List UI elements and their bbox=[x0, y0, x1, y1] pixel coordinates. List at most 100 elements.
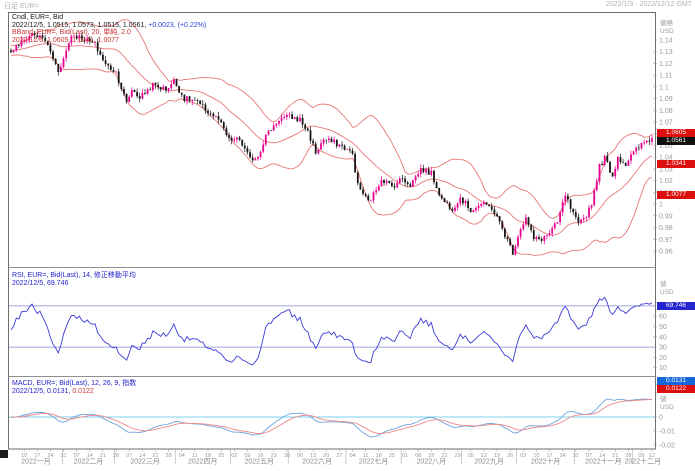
price-axis-title: 価格 bbox=[660, 20, 673, 27]
svg-text:1.08: 1.08 bbox=[659, 108, 673, 115]
svg-text:30: 30 bbox=[659, 345, 667, 352]
svg-text:20: 20 bbox=[659, 355, 667, 362]
svg-text:1: 1 bbox=[659, 202, 663, 209]
bollinger-lower-line bbox=[10, 54, 652, 256]
legend-rsi: RSI, EUR=, Bid(Last), 14, 修正移動平均 bbox=[12, 272, 136, 279]
svg-text:22: 22 bbox=[441, 453, 447, 459]
month-label: 2022四月 bbox=[188, 458, 218, 466]
svg-text:1.13: 1.13 bbox=[659, 49, 673, 56]
svg-text:40: 40 bbox=[659, 334, 667, 341]
svg-text:16: 16 bbox=[258, 453, 264, 459]
svg-text:14: 14 bbox=[599, 453, 605, 459]
svg-text:10: 10 bbox=[659, 365, 667, 372]
svg-text:14: 14 bbox=[139, 453, 145, 459]
legend-macd-signal-value: 0.0122 bbox=[72, 387, 94, 395]
month-label: 2022六月 bbox=[302, 457, 332, 466]
svg-text:29: 29 bbox=[455, 453, 461, 459]
month-label: 2022八月 bbox=[417, 458, 447, 466]
svg-text:1.07: 1.07 bbox=[659, 120, 673, 127]
svg-text:10: 10 bbox=[533, 453, 539, 459]
macd-study bbox=[9, 398, 655, 438]
legend-ohlc-values: 2022/12/5, 1.0515, 1.0573, 1.0515, 1.056… bbox=[12, 21, 147, 29]
svg-text:15: 15 bbox=[428, 453, 434, 459]
badge-macd-value: 0.0131 bbox=[657, 377, 695, 385]
svg-text:10: 10 bbox=[21, 453, 27, 459]
svg-text:0.99: 0.99 bbox=[659, 213, 673, 220]
svg-text:1.12: 1.12 bbox=[659, 61, 673, 68]
main-panel-legend[interactable]: Cndl, EUR=, Bid 2022/12/5, 1.0515, 1.057… bbox=[12, 14, 206, 44]
bollinger-upper-line bbox=[10, 19, 653, 219]
legend-ohlc: 2022/12/5, 1.0515, 1.0573, 1.0515, 1.056… bbox=[12, 22, 206, 30]
svg-text:1.09: 1.09 bbox=[659, 96, 673, 103]
legend-rsi-value: 2022/12/5, 69.746 bbox=[12, 279, 69, 287]
svg-text:13: 13 bbox=[310, 453, 316, 459]
macd-signal-line bbox=[11, 399, 652, 434]
svg-text:21: 21 bbox=[100, 453, 106, 459]
legend-bband-values: 2022/12/5, 1.0605, 1.0341, 1.0077 bbox=[12, 36, 120, 44]
rsi-axis-unit: USD bbox=[660, 289, 674, 296]
month-label: 2022三月 bbox=[130, 458, 160, 466]
svg-text:1.04: 1.04 bbox=[659, 155, 673, 162]
svg-text:21: 21 bbox=[152, 453, 158, 459]
svg-text:24: 24 bbox=[47, 453, 53, 459]
svg-text:31: 31 bbox=[60, 453, 66, 459]
svg-text:11: 11 bbox=[363, 453, 369, 459]
svg-text:25: 25 bbox=[218, 453, 224, 459]
svg-text:0.98: 0.98 bbox=[659, 225, 673, 232]
svg-text:07: 07 bbox=[74, 453, 80, 459]
svg-text:-0.02: -0.02 bbox=[659, 443, 675, 450]
legend-macd-values: 2022/12/5, 0.0131, 0.0122 bbox=[12, 388, 136, 396]
svg-text:12: 12 bbox=[481, 453, 487, 459]
svg-text:30: 30 bbox=[284, 453, 290, 459]
svg-text:50: 50 bbox=[659, 324, 667, 331]
svg-text:0.96: 0.96 bbox=[659, 248, 673, 255]
svg-text:18: 18 bbox=[376, 453, 382, 459]
svg-text:1.03: 1.03 bbox=[659, 166, 673, 173]
badge-bb-middle: 1.0341 bbox=[657, 160, 695, 168]
svg-text:28: 28 bbox=[166, 453, 172, 459]
svg-text:11: 11 bbox=[192, 453, 198, 459]
svg-text:1.11: 1.11 bbox=[659, 73, 672, 80]
macd-panel-legend[interactable]: MACD, EUR=, Bid(Last), 12, 26, 9, 指数 202… bbox=[12, 380, 136, 395]
rsi-axis-title: 値 bbox=[660, 281, 667, 288]
svg-text:19: 19 bbox=[494, 453, 500, 459]
rsi-line bbox=[10, 296, 653, 366]
legend-bband: BBand, EUR=, Bid(Last), 20, 単純, 2.0 bbox=[12, 29, 131, 37]
legend-change: +0.0023, (+0.22%) bbox=[148, 21, 207, 29]
chart-date-range: 2022/1/3 - 2022/12/12 GMT bbox=[606, 1, 692, 8]
macd-axis-unit: USD bbox=[660, 404, 674, 411]
svg-text:1.1: 1.1 bbox=[659, 84, 669, 91]
svg-text:09: 09 bbox=[244, 453, 250, 459]
svg-text:14: 14 bbox=[87, 453, 93, 459]
time-axis[interactable]: 10 17 24 31 07 14 21 28 07 14 21 28 04 11 18 25 02 09 16 23… bbox=[21, 449, 661, 466]
month-label: 2022七月 bbox=[359, 457, 389, 466]
svg-text:17: 17 bbox=[34, 453, 40, 459]
macd-axis-title: 値 bbox=[660, 396, 667, 403]
chart-frame-lines bbox=[8, 12, 656, 450]
month-label: 2022一月 bbox=[21, 458, 51, 466]
badge-macd-signal: 0.0122 bbox=[657, 385, 695, 393]
svg-text:03: 03 bbox=[520, 453, 526, 459]
month-label: 2022十二月 bbox=[625, 457, 662, 466]
svg-text:01: 01 bbox=[402, 453, 408, 459]
svg-text:07: 07 bbox=[586, 453, 592, 459]
axis-corner-handle[interactable] bbox=[0, 450, 8, 458]
svg-text:12: 12 bbox=[649, 453, 655, 459]
svg-text:24: 24 bbox=[560, 453, 566, 459]
rsi-study bbox=[9, 296, 655, 366]
rsi-panel-legend[interactable]: RSI, EUR=, Bid(Last), 14, 修正移動平均 2022/12… bbox=[12, 272, 136, 287]
svg-text:0.97: 0.97 bbox=[659, 237, 673, 244]
svg-text:05: 05 bbox=[468, 453, 474, 459]
svg-text:04: 04 bbox=[349, 453, 355, 459]
svg-text:25: 25 bbox=[389, 453, 395, 459]
month-label: 2022五月 bbox=[244, 458, 274, 466]
svg-text:23: 23 bbox=[271, 453, 277, 459]
legend-instrument: Cndl, EUR=, Bid bbox=[12, 14, 64, 21]
svg-text:28: 28 bbox=[113, 453, 119, 459]
svg-text:0: 0 bbox=[659, 415, 663, 422]
chart-interval-symbol: 日足 EUR= bbox=[4, 3, 39, 10]
month-label: 2022十一月 bbox=[585, 457, 622, 466]
svg-text:18: 18 bbox=[205, 453, 211, 459]
svg-text:28: 28 bbox=[625, 453, 631, 459]
